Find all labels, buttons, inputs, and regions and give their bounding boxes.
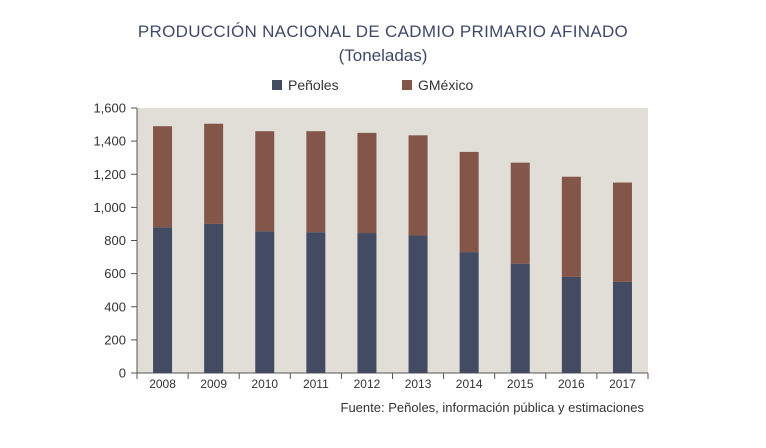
chart-subtitle: (Toneladas) (338, 46, 428, 65)
bar-segment-penoles (357, 233, 377, 373)
bar-segment-penoles (561, 276, 581, 373)
y-tick-label: 0 (119, 366, 126, 381)
bar-segment-penoles (306, 232, 326, 373)
bar-segment-penoles (459, 252, 479, 373)
legend: Peñoles GMéxico (0, 77, 766, 97)
bar-segment-penoles (153, 227, 173, 373)
bar-segment-penoles (204, 223, 224, 373)
y-tick-label: 1,600 (93, 101, 126, 116)
x-tick-label: 2008 (149, 377, 176, 391)
y-tick-label: 800 (104, 233, 126, 248)
y-tick-label: 1,000 (93, 200, 126, 215)
bar-segment-penoles (255, 231, 275, 373)
x-tick-label: 2016 (558, 377, 585, 391)
x-tick-label: 2017 (609, 377, 636, 391)
bar-segment-gmexico (204, 123, 224, 224)
source-note: Fuente: Peñoles, información pública y e… (340, 400, 645, 415)
bar-segment-gmexico (306, 131, 326, 233)
bar-segment-gmexico (561, 176, 581, 277)
bar-segment-gmexico (153, 126, 173, 228)
bar-segment-gmexico (255, 131, 275, 232)
legend-swatch-penoles (272, 80, 282, 90)
bar-segment-gmexico (357, 132, 377, 234)
bar-segment-penoles (612, 281, 632, 373)
chart-title: PRODUCCIÓN NACIONAL DE CADMIO PRIMARIO A… (137, 22, 629, 41)
x-tick-label: 2012 (354, 377, 381, 391)
y-tick-label: 1,200 (93, 167, 126, 182)
legend-label-gmexico: GMéxico (418, 77, 474, 93)
x-tick-label: 2011 (303, 377, 329, 391)
bar-segment-gmexico (612, 182, 632, 282)
legend-item-gmexico: GMéxico (402, 77, 473, 93)
bar-segment-gmexico (459, 151, 479, 253)
y-tick-label: 200 (104, 332, 126, 347)
bar-segment-gmexico (408, 135, 428, 236)
y-tick-label: 1,400 (93, 134, 126, 149)
legend-swatch-gmexico (402, 80, 412, 90)
x-tick-label: 2010 (251, 377, 278, 391)
x-tick-label: 2015 (507, 377, 534, 391)
legend-item-penoles: Peñoles (272, 77, 339, 93)
y-tick-label: 400 (104, 299, 126, 314)
bar-segment-penoles (510, 263, 530, 373)
x-tick-label: 2009 (200, 377, 227, 391)
y-tick-label: 600 (104, 266, 126, 281)
legend-label-penoles: Peñoles (288, 77, 339, 93)
x-tick-label: 2014 (456, 377, 483, 391)
bar-segment-gmexico (510, 162, 530, 264)
bar-segment-penoles (408, 235, 428, 373)
x-tick-label: 2013 (405, 377, 432, 391)
